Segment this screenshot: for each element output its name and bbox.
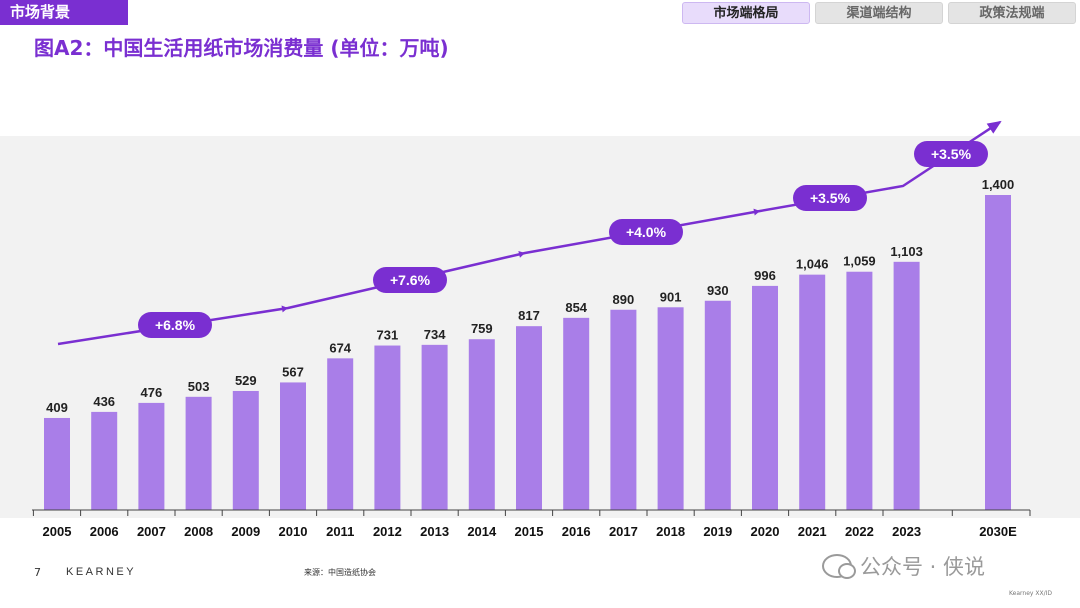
bar: [280, 382, 306, 510]
x-tick-label: 2019: [703, 524, 732, 539]
bar: [185, 396, 212, 510]
x-tick-label: 2020: [751, 524, 780, 539]
data-label: 476: [141, 385, 163, 400]
chart-title: 图A2：中国生活用纸市场消费量 (单位：万吨): [34, 36, 449, 60]
growth-badge: [138, 312, 212, 338]
data-label: 817: [518, 308, 540, 323]
bar: [610, 309, 637, 510]
data-label: 436: [93, 394, 115, 409]
x-tick-label: 2010: [279, 524, 308, 539]
data-label: 996: [754, 268, 776, 283]
data-label: 1,046: [796, 257, 829, 272]
trend-arrowhead: [986, 120, 1002, 134]
x-tick-label: 2030E: [979, 524, 1017, 539]
tab-channel[interactable]: 渠道端结构: [815, 2, 943, 24]
tab-policy[interactable]: 政策法规端: [948, 2, 1076, 24]
data-label: 1,059: [843, 254, 876, 269]
bar: [138, 402, 165, 510]
bar: [704, 300, 731, 510]
bar: [232, 390, 259, 510]
growth-badge: [793, 185, 867, 211]
data-label: 890: [613, 292, 635, 307]
bar: [752, 285, 778, 510]
watermark-text: 公众号 · 侠说: [860, 555, 986, 579]
bar: [91, 411, 118, 510]
bar: [44, 417, 70, 510]
x-tick-label: 2008: [184, 524, 213, 539]
brand-logo: KEARNEY: [66, 566, 137, 578]
growth-badge-label: +4.0%: [626, 224, 667, 240]
x-tick-label: 2022: [845, 524, 874, 539]
x-tick-label: 2023: [892, 524, 921, 539]
growth-badge-label: +3.5%: [931, 146, 972, 162]
bar: [846, 271, 873, 510]
bar: [985, 195, 1011, 510]
x-tick-label: 2018: [656, 524, 685, 539]
x-tick-label: 2015: [515, 524, 544, 539]
data-label: 734: [424, 327, 446, 342]
x-tick-label: 2005: [43, 524, 72, 539]
bar: [468, 339, 495, 510]
data-label: 1,400: [982, 177, 1015, 192]
corner-note: Kearney XX/ID: [1009, 590, 1052, 597]
data-label: 503: [188, 379, 210, 394]
section-tag: 市场背景: [0, 0, 128, 25]
tab-bar: 市场端格局 渠道端结构 政策法规端: [682, 2, 1076, 24]
data-label: 1,103: [890, 244, 923, 259]
growth-badge: [609, 219, 683, 245]
data-label: 567: [282, 364, 304, 379]
x-tick-label: 2013: [420, 524, 449, 539]
trend-arrow-marker: [281, 305, 288, 313]
tab-market[interactable]: 市场端格局: [682, 2, 810, 24]
growth-badge: [373, 267, 447, 293]
x-tick-label: 2017: [609, 524, 638, 539]
growth-badge-label: +3.5%: [810, 190, 851, 206]
bar: [563, 317, 590, 510]
growth-badge: [914, 141, 988, 167]
bar: [516, 326, 542, 510]
x-tick-label: 2006: [90, 524, 119, 539]
x-tick-label: 2011: [326, 524, 354, 539]
x-tick-label: 2007: [137, 524, 166, 539]
growth-badge-label: +7.6%: [390, 272, 431, 288]
bar: [657, 307, 684, 510]
data-label: 930: [707, 283, 729, 298]
wechat-icon: [822, 554, 856, 579]
bar: [421, 344, 448, 510]
data-label: 409: [46, 400, 68, 415]
data-label: 674: [329, 340, 351, 355]
watermark: 公众号 · 侠说: [822, 551, 985, 581]
data-label: 901: [660, 289, 682, 304]
x-tick-label: 2009: [231, 524, 260, 539]
data-label: 854: [565, 300, 587, 315]
bar: [327, 358, 354, 510]
growth-badge-label: +6.8%: [155, 317, 196, 333]
x-tick-label: 2021: [798, 524, 827, 539]
data-label: 529: [235, 373, 257, 388]
page-number: 7: [34, 566, 41, 579]
data-label: 759: [471, 321, 493, 336]
x-tick-label: 2014: [467, 524, 497, 539]
source-note: 来源：中国造纸协会: [304, 568, 376, 577]
bar: [893, 261, 920, 510]
x-tick-label: 2016: [562, 524, 591, 539]
bar: [374, 345, 401, 510]
trend-arrow-marker: [518, 250, 525, 258]
bar: [799, 274, 826, 510]
trend-arrow-marker: [753, 208, 760, 216]
data-label: 731: [377, 328, 399, 343]
x-tick-label: 2012: [373, 524, 402, 539]
